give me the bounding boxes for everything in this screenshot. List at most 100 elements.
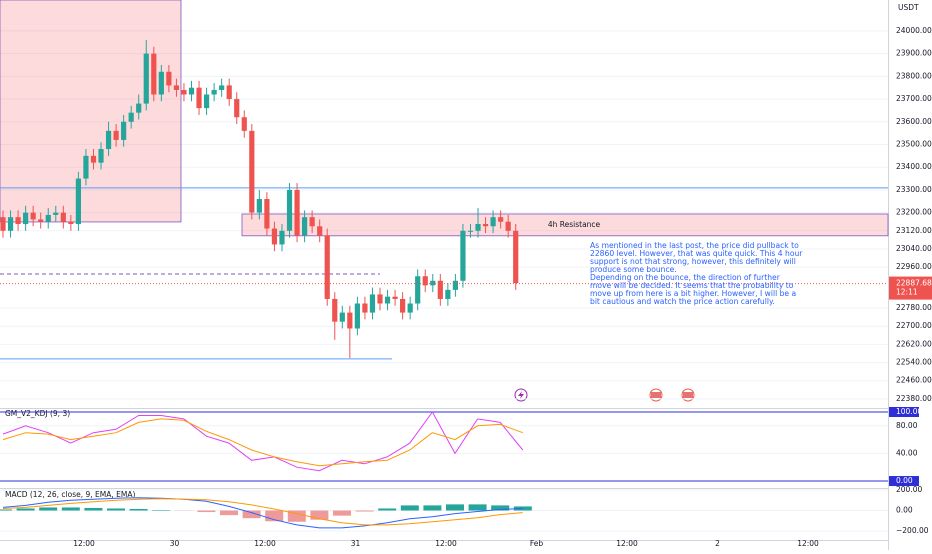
y-tick-label: −200.00	[896, 526, 929, 535]
y-tick-label: 23040.00	[896, 244, 932, 253]
histogram-bar	[107, 508, 125, 510]
candle-body	[279, 231, 284, 245]
y-tick-label: 22460.00	[896, 376, 932, 385]
note: As mentioned in the last post, the price…	[590, 241, 803, 306]
y-tick-label: 22380.00	[896, 394, 932, 403]
candle-body	[377, 294, 382, 303]
y-tick-label: 22620.00	[896, 339, 932, 348]
candle-body	[317, 226, 322, 235]
candle-body	[204, 95, 209, 109]
histogram-bar	[378, 508, 396, 510]
candle-body	[166, 72, 171, 86]
candle-body	[294, 190, 299, 235]
candle-body	[151, 54, 156, 95]
candle-body	[106, 131, 111, 149]
y-tick-label: 23200.00	[896, 208, 932, 217]
y-tick-label: 200.00	[896, 485, 922, 494]
candle-body	[475, 224, 480, 231]
candle-body	[445, 290, 450, 299]
histogram-bar	[401, 505, 419, 510]
candle-body	[483, 224, 488, 226]
candle-body	[129, 113, 134, 122]
candle-body	[272, 229, 277, 245]
candle-body	[38, 219, 43, 221]
candle-body	[392, 297, 397, 299]
flag-icon	[651, 392, 661, 398]
candle-body	[15, 217, 20, 224]
histogram-bar	[446, 504, 464, 510]
candle-body	[46, 215, 51, 222]
histogram-bar	[152, 510, 170, 511]
candle-body	[76, 179, 81, 224]
candle-body	[264, 199, 269, 229]
candle-body	[468, 231, 473, 232]
histogram-bar	[197, 511, 215, 513]
histogram-bar	[423, 505, 441, 510]
x-tick-label: 31	[351, 539, 361, 548]
candle-body	[23, 213, 28, 224]
candle-body	[242, 117, 247, 131]
y-tick-label: 23300.00	[896, 185, 932, 194]
candle-body	[31, 213, 36, 220]
y-tick-label: 0.00	[896, 506, 913, 515]
histogram-bar	[469, 504, 487, 510]
candle-body	[370, 294, 375, 312]
y-tick-label: 22540.00	[896, 358, 932, 367]
x-tick-label: 12:00	[616, 539, 638, 548]
histogram-bar	[17, 508, 35, 510]
histogram-bar	[62, 507, 80, 510]
y-tick-label: 23800.00	[896, 71, 932, 80]
candle-body	[68, 222, 73, 224]
candle-body	[332, 299, 337, 322]
unit-label: USDT	[898, 3, 919, 12]
candle-body	[227, 85, 232, 99]
y-tick-label: 23500.00	[896, 139, 932, 148]
y-tick-label: 22960.00	[896, 262, 932, 271]
y-tick-label: 80.00	[896, 421, 918, 430]
candle-body	[325, 235, 330, 299]
candle-body	[144, 54, 149, 104]
candle-body	[0, 217, 5, 231]
histogram-bar	[356, 511, 374, 512]
last-price: 22887.68	[896, 279, 932, 288]
candle-body	[415, 276, 420, 303]
y-tick-label: 23900.00	[896, 49, 932, 58]
y-tick-label: 22700.00	[896, 321, 932, 330]
x-tick-label: 12:00	[254, 539, 276, 548]
candle-body	[212, 90, 217, 95]
histogram-bar	[220, 511, 238, 516]
candle-body	[181, 90, 186, 95]
histogram-bar	[333, 511, 351, 516]
x-tick-label: 2	[715, 539, 720, 548]
level-label: 100.00	[896, 407, 922, 416]
zone	[0, 0, 181, 222]
histogram-bar	[39, 507, 57, 510]
candle-body	[174, 85, 179, 90]
candle-body	[8, 217, 13, 231]
y-tick-label: 22780.00	[896, 303, 932, 312]
x-tick-label: 12:00	[435, 539, 457, 548]
y-tick-label: 40.00	[896, 448, 918, 457]
candle-body	[453, 281, 458, 290]
pane-title: MACD (12, 26, close, 9, EMA, EMA)	[5, 490, 135, 499]
note-line: bit cautious and watch the price action …	[590, 297, 775, 306]
candle-body	[385, 297, 390, 304]
candle-body	[257, 199, 262, 213]
candle-body	[491, 217, 496, 226]
y-tick-label: 23600.00	[896, 117, 932, 126]
x-tick-label: Feb	[530, 539, 544, 548]
countdown: 12:11	[896, 288, 918, 297]
histogram-bar	[84, 508, 102, 511]
candle-body	[513, 231, 518, 283]
candle-body	[340, 313, 345, 322]
candle-body	[121, 122, 126, 140]
candle-body	[506, 222, 511, 231]
candle-body	[408, 304, 413, 313]
candle-body	[355, 304, 360, 329]
pane-title: GM_V2_KDJ (9, 3)	[5, 409, 70, 418]
x-tick-label: 12:00	[797, 539, 819, 548]
candle-body	[234, 99, 239, 117]
candle-body	[98, 149, 103, 163]
candle-body	[498, 217, 503, 222]
